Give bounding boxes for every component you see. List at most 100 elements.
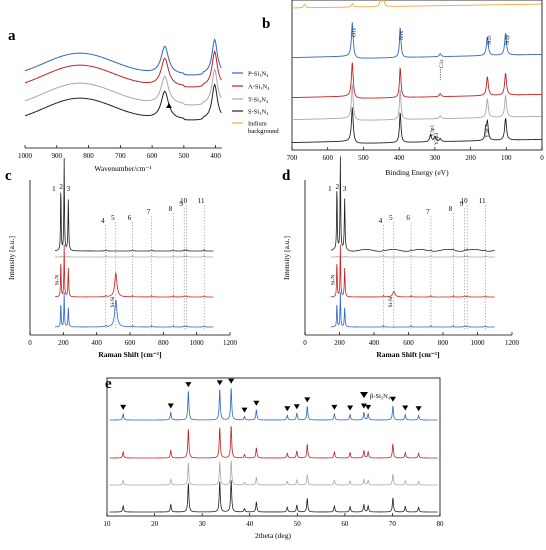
legend-label-a: A-Si₃N₄ bbox=[248, 84, 270, 91]
panel-d-x-tick-label-200: 200 bbox=[334, 339, 345, 347]
panel-b-x-tick-label-0: 0 bbox=[540, 154, 544, 162]
panel-e-x-tick-label-10: 10 bbox=[104, 520, 112, 528]
panel-c-peak-number-11: 11 bbox=[198, 197, 205, 205]
panel-a-x-tick-label-800: 800 bbox=[83, 152, 94, 160]
panel-d-peak-number-11: 11 bbox=[479, 197, 486, 205]
panel-c-x-tick-label-1000: 1000 bbox=[190, 339, 205, 347]
panel-d-line-p bbox=[330, 292, 495, 328]
panel-a-x-tick-label-600: 600 bbox=[147, 152, 158, 160]
panel-e-peak-marker-41.4 bbox=[253, 400, 260, 406]
panel-c-peak-number-1: 1 bbox=[52, 185, 56, 193]
panel-c-peak-number-2: 2 bbox=[59, 183, 63, 191]
panel-a-line-s bbox=[24, 83, 222, 121]
panel-d-annotation-si-si: Si-Si bbox=[388, 296, 394, 307]
panel-b-frame bbox=[291, 0, 543, 151]
panel-c-peak-number-3: 3 bbox=[67, 185, 71, 193]
panel-e-peak-marker-75.5 bbox=[415, 406, 422, 412]
panel-b-x-tick-label-700: 700 bbox=[287, 154, 298, 162]
panel-e-peak-marker-13.4 bbox=[120, 404, 127, 410]
panel-b-line-p bbox=[291, 22, 542, 59]
panel-d-peak-number-1: 1 bbox=[328, 185, 332, 193]
panel-c-line-p bbox=[54, 292, 214, 328]
panel-a-arrow-marker bbox=[166, 103, 172, 108]
panel-c-y-label: Intensity [a.u.] bbox=[7, 236, 16, 280]
panel-label-b: b bbox=[262, 16, 270, 32]
panel-a-line-p bbox=[24, 38, 222, 76]
panel-c-annotation-si-si: Si-Si bbox=[110, 296, 116, 307]
legend-label-indium-2: background bbox=[248, 128, 279, 135]
panel-b-line-a bbox=[291, 62, 542, 99]
panel-c-x-tick-label-0: 0 bbox=[28, 339, 32, 347]
panel-e-x-tick-label-40: 40 bbox=[246, 520, 254, 528]
panel-d-peak-number-6: 6 bbox=[406, 214, 410, 222]
panel-d-x-label: Raman Shift [cm⁻¹] bbox=[376, 350, 439, 359]
panel-e-peak-marker-33.7 bbox=[216, 380, 223, 386]
panel-d-line-a bbox=[330, 244, 495, 298]
panel-d-x-tick-label-400: 400 bbox=[369, 339, 380, 347]
panel-c-x-tick-label-800: 800 bbox=[158, 339, 169, 347]
panel-a-x-label: Wavenumber/cm⁻¹ bbox=[94, 164, 151, 173]
panel-b-peak-label-o1s: O1s bbox=[351, 28, 357, 37]
panel-e-x-tick-label-20: 20 bbox=[151, 520, 159, 528]
panel-b-peak-label-c1s: C1s bbox=[439, 59, 445, 68]
panel-e-peak-marker-23.4 bbox=[167, 403, 174, 409]
panel-d-x-tick-label-1000: 1000 bbox=[471, 339, 486, 347]
panel-e-x-tick-label-50: 50 bbox=[294, 520, 302, 528]
panel-b-x-label: Binding Energy (eV) bbox=[385, 168, 449, 177]
panel-c-x-tick-label-1200: 1200 bbox=[223, 339, 238, 347]
panel-d-y-label: Intensity [a.u.] bbox=[282, 236, 291, 280]
panel-c-line-t bbox=[55, 255, 214, 258]
panel-e-line-s bbox=[109, 480, 438, 513]
panel-a-x-tick-label-700: 700 bbox=[115, 152, 126, 160]
panel-b-peak-label-n1s: N1s bbox=[399, 31, 405, 40]
panel-c-peak-number-5: 5 bbox=[111, 214, 115, 222]
panel-a-x-tick-label-1000: 1000 bbox=[18, 152, 33, 160]
panel-e-peak-marker-70.1 bbox=[389, 396, 396, 402]
panel-d-x-tick-label-800: 800 bbox=[438, 339, 449, 347]
panel-b-peak-label-si2p: Si2p bbox=[505, 35, 511, 45]
panel-e-peak-marker-57.8 bbox=[331, 404, 338, 410]
panel-d-x-tick-label-0: 0 bbox=[303, 339, 307, 347]
panel-e-legend-label: β-Si₃N₄ bbox=[370, 393, 391, 400]
panel-c-line-s bbox=[54, 157, 214, 252]
legend: P-Si₃N₄ A-Si₃N₄ T-Si₃N₄ S-Si₃N₄ Indium b… bbox=[232, 71, 279, 135]
panel-b-x-tick-label-200: 200 bbox=[465, 154, 476, 162]
panel-e-line-p bbox=[109, 388, 438, 421]
panel-d-peak-number-2: 2 bbox=[336, 183, 340, 191]
panel-label-a: a bbox=[8, 28, 16, 44]
panel-d-peak-number-8: 8 bbox=[449, 205, 453, 213]
panel-e-x-tick-label-80: 80 bbox=[437, 520, 445, 528]
panel-label-e: e bbox=[105, 376, 112, 392]
panel-label-c: c bbox=[5, 168, 12, 184]
panel-b-x-tick-label-300: 300 bbox=[430, 154, 441, 162]
panel-b-peak-label-y3d: Y3d bbox=[485, 128, 491, 138]
panel-b-line-t bbox=[291, 84, 542, 121]
panel-a-ftir: 1000 900 800 700 600 500 400 Wavenumber/cm⁻¹ bbox=[18, 38, 222, 173]
panel-e-xrd: 10 20 30 40 50 60 70 80 β-Si₃N₄ 2theta (deg) bbox=[104, 377, 445, 540]
panel-b-line-s bbox=[291, 107, 542, 144]
panel-d-line-s bbox=[330, 156, 495, 252]
panel-b-peak-label-y3p1: Y3p1 bbox=[430, 125, 436, 137]
panel-c-x-label: Raman Shift [cm⁻¹] bbox=[98, 350, 161, 359]
panel-a-x-tick-label-400: 400 bbox=[210, 152, 221, 160]
panel-e-frame bbox=[106, 377, 441, 517]
panel-c-x-tick-label-600: 600 bbox=[125, 339, 136, 347]
panel-c-line-a bbox=[54, 244, 214, 298]
panel-c-peak-number-9: 9 bbox=[179, 200, 183, 208]
panel-e-x-tick-label-30: 30 bbox=[199, 520, 207, 528]
legend-label-indium: Indium bbox=[248, 121, 267, 128]
panel-b-x-tick-label-100: 100 bbox=[501, 154, 512, 162]
panel-e-x-tick-label-70: 70 bbox=[389, 520, 397, 528]
panel-e-peak-marker-27.1 bbox=[185, 382, 192, 388]
panel-d-peak-number-9: 9 bbox=[460, 200, 464, 208]
panel-c-x-tick-label-200: 200 bbox=[58, 339, 69, 347]
panel-b-peak-label-y3p3: Y3p3 bbox=[434, 133, 440, 145]
legend-label-s: S-Si₃N₄ bbox=[248, 109, 269, 116]
panel-c-peak-number-10: 10 bbox=[180, 197, 188, 205]
panel-d-annotation-si-n: Si-N bbox=[330, 275, 336, 285]
panel-c-peak-number-6: 6 bbox=[128, 214, 132, 222]
panel-d-peak-number-10: 10 bbox=[461, 197, 469, 205]
panel-e-peak-marker-49.9 bbox=[293, 404, 300, 410]
panel-b-x-tick-label-600: 600 bbox=[322, 154, 333, 162]
